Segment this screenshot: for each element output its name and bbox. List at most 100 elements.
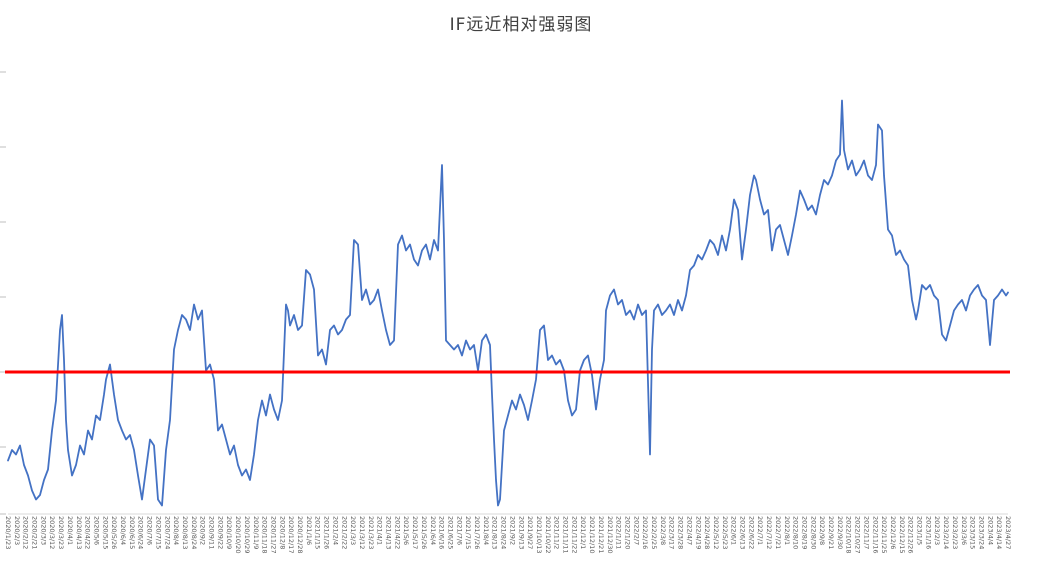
x-axis-label: 2021/6/25 <box>447 516 455 549</box>
x-axis-label: 2023/2/14 <box>942 516 950 549</box>
x-axis-label: 2022/8/10 <box>792 516 800 549</box>
x-axis-label: 2021/11/22 <box>570 516 578 553</box>
x-axis-label: 2020/12/8 <box>278 516 286 549</box>
x-axis-label: 2020/5/15 <box>101 516 109 549</box>
x-axis-label: 2020/10/20 <box>234 516 242 553</box>
x-axis-label: 2020/9/22 <box>216 516 224 549</box>
x-axis-label: 2023/4/4 <box>986 516 994 545</box>
x-axis-label: 2022/9/21 <box>827 516 835 549</box>
x-axis-label: 2022/10/18 <box>845 516 853 553</box>
x-axis-label: 2020/8/4 <box>172 516 180 545</box>
x-axis-label: 2021/7/6 <box>455 516 463 545</box>
x-axis-label: 2020/5/26 <box>110 516 118 549</box>
x-axis-label: 2020/4/13 <box>75 516 83 549</box>
x-axis-label: 2020/3/3 <box>39 516 47 545</box>
x-axis-label: 2020/7/6 <box>146 516 154 545</box>
x-axis-label: 2022/5/23 <box>721 516 729 549</box>
x-axis-label: 2021/5/6 <box>402 516 410 545</box>
x-axis-label: 2022/2/7 <box>632 516 640 545</box>
x-axis-label: 2020/7/15 <box>154 516 162 549</box>
x-axis-label: 2021/7/26 <box>473 516 481 549</box>
x-axis-label: 2021/2/4 <box>331 516 339 545</box>
x-axis-label: 2022/9/30 <box>836 516 844 549</box>
x-axis-label: 2021/4/1 <box>376 516 384 545</box>
x-axis-label: 2021/3/23 <box>367 516 375 549</box>
x-axis-label: 2022/7/12 <box>765 516 773 549</box>
x-axis-label: 2020/9/2 <box>199 516 207 545</box>
x-axis-label: 2020/4/1 <box>66 516 74 545</box>
x-axis-label: 2022/8/30 <box>809 516 817 549</box>
x-axis-label: 2022/11/16 <box>871 516 879 553</box>
x-axis-label: 2021/10/22 <box>544 516 552 553</box>
x-axis-label: 2022/8/1 <box>783 516 791 545</box>
x-axis-label: 2021/10/13 <box>535 516 543 553</box>
x-axis-label: 2021/12/10 <box>588 516 596 553</box>
x-axis-label: 2020/11/27 <box>270 516 278 553</box>
x-axis-label: 2021/5/17 <box>411 516 419 549</box>
x-axis-label: 2022/3/28 <box>677 516 685 549</box>
x-axis-label: 2020/10/9 <box>225 516 233 549</box>
x-axis-label: 2022/2/16 <box>641 516 649 549</box>
x-axis-label: 2021/3/3 <box>349 516 357 545</box>
x-axis-label: 2022/6/22 <box>747 516 755 549</box>
x-axis-label: 2022/4/7 <box>685 516 693 545</box>
x-axis-label: 2022/2/25 <box>650 516 658 549</box>
x-axis-label: 2022/7/21 <box>774 516 782 549</box>
x-axis-label: 2022/7/1 <box>756 516 764 545</box>
x-axis-label: 2022/8/19 <box>801 516 809 549</box>
x-axis-label: 2021/5/26 <box>420 516 428 549</box>
x-axis-label: 2021/1/15 <box>314 516 322 549</box>
x-axis-label: 2022/11/25 <box>880 516 888 553</box>
x-axis-label: 2021/3/12 <box>358 516 366 549</box>
x-axis-label: 2022/4/19 <box>694 516 702 549</box>
x-axis-label: 2022/3/17 <box>668 516 676 549</box>
x-axis-label: 2020/12/17 <box>287 516 295 553</box>
x-axis-label: 2023/2/23 <box>951 516 959 549</box>
x-axis-label: 2020/12/28 <box>296 516 304 553</box>
x-axis-label: 2021/6/16 <box>438 516 446 549</box>
x-axis-label: 2022/12/15 <box>898 516 906 553</box>
x-axis-label: 2020/3/23 <box>57 516 65 549</box>
x-axis-label: 2022/12/26 <box>907 516 915 553</box>
x-axis-label: 2021/11/2 <box>553 516 561 549</box>
x-axis-label: 2021/4/22 <box>393 516 401 549</box>
x-axis-label: 2020/6/15 <box>128 516 136 549</box>
x-axis-label: 2021/9/2 <box>508 516 516 545</box>
x-axis-label: 2020/2/21 <box>31 516 39 549</box>
x-axis-label: 2023/3/6 <box>960 516 968 545</box>
x-axis-label: 2020/8/13 <box>181 516 189 549</box>
x-axis-label: 2023/1/16 <box>924 516 932 549</box>
x-axis-label: 2022/5/12 <box>712 516 720 549</box>
x-axis-label: 2021/1/26 <box>323 516 331 549</box>
x-axis-label: 2022/6/13 <box>739 516 747 549</box>
x-axis-label: 2022/9/8 <box>818 516 826 545</box>
chart-title: IF远近相对强弱图 <box>449 15 593 35</box>
x-axis-label: 2022/12/6 <box>889 516 897 549</box>
x-axis-label: 2022/4/28 <box>703 516 711 549</box>
x-axis-label: 2020/10/29 <box>243 516 251 553</box>
x-axis-label: 2020/8/24 <box>190 516 198 549</box>
x-axis-label: 2020/6/24 <box>137 516 145 549</box>
x-axis-label: 2021/11/11 <box>562 516 570 553</box>
x-axis-label: 2021/9/27 <box>526 516 534 549</box>
x-axis-label: 2023/3/15 <box>969 516 977 549</box>
x-axis-label: 2020/7/24 <box>163 516 171 549</box>
x-axis-label: 2020/3/12 <box>48 516 56 549</box>
x-axis-label: 2021/8/13 <box>491 516 499 549</box>
x-axis-label: 2021/8/4 <box>482 516 490 545</box>
x-axis-label: 2020/4/22 <box>84 516 92 549</box>
x-axis-label: 2020/2/3 <box>13 516 21 545</box>
x-axis-label: 2020/9/11 <box>208 516 216 549</box>
x-axis-label: 2020/1/23 <box>4 516 12 549</box>
x-axis-label: 2021/8/24 <box>500 516 508 549</box>
x-axis-label: 2023/3/24 <box>978 516 986 549</box>
x-axis-label: 2023/4/27 <box>1004 516 1012 549</box>
x-axis-label: 2021/2/22 <box>340 516 348 549</box>
x-axis-label: 2022/11/7 <box>862 516 870 549</box>
x-axis-label: 2020/5/6 <box>93 516 101 545</box>
x-axis-label: 2021/4/13 <box>385 516 393 549</box>
x-axis-label: 2021/9/13 <box>517 516 525 549</box>
x-axis-label: 2020/11/18 <box>261 516 269 553</box>
